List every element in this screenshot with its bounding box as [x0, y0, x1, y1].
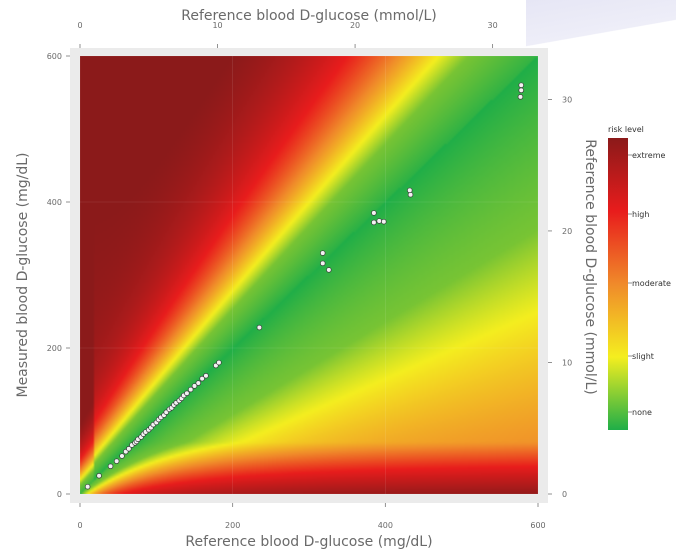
- y-tick-label: 600: [47, 52, 62, 61]
- data-point: [184, 390, 190, 397]
- data-point: [187, 386, 194, 393]
- data-point: [326, 267, 332, 273]
- x-tick-label: 400: [378, 521, 393, 530]
- y2-tick-label: 0: [562, 490, 567, 499]
- x-tick-label: 200: [225, 521, 240, 530]
- left-axis-title: Measured blood D-glucose (mg/dL): [15, 152, 31, 397]
- data-point: [517, 94, 524, 100]
- grid-lines: [79, 55, 539, 495]
- top-axis-title: Reference blood D-glucose (mmol/L): [181, 8, 436, 24]
- data-point: [407, 187, 413, 194]
- y-tick-label: 200: [47, 344, 62, 353]
- data-point: [195, 380, 202, 386]
- x2-tick-label: 30: [488, 21, 498, 30]
- data-point: [199, 375, 205, 382]
- legend-label-high: high: [632, 210, 649, 219]
- legend-colorbar: [608, 138, 628, 430]
- data-point: [126, 445, 132, 452]
- bottom-axis-title: Reference blood D-glucose (mg/dL): [185, 534, 432, 550]
- data-point: [96, 473, 102, 479]
- data-point: [216, 359, 222, 366]
- data-point: [107, 463, 114, 470]
- y-tick-label: 400: [47, 198, 62, 207]
- y2-tick-label: 20: [562, 227, 572, 236]
- data-point: [256, 324, 263, 331]
- x2-tick-label: 10: [212, 21, 222, 30]
- legend-label-none: none: [632, 408, 652, 417]
- data-point: [191, 383, 198, 389]
- data-point: [319, 260, 326, 267]
- data-point: [119, 453, 125, 459]
- data-point: [407, 191, 414, 198]
- data-points: [84, 82, 524, 490]
- y2-tick-label: 30: [562, 95, 572, 104]
- data-point: [371, 210, 377, 216]
- y2-tick-label: 10: [562, 358, 572, 367]
- data-point: [203, 372, 209, 379]
- data-point: [319, 250, 326, 256]
- x2-tick-label: 20: [350, 21, 360, 30]
- legend-title: risk level: [608, 125, 644, 134]
- x-tick-label: 600: [530, 521, 545, 530]
- legend-label-extreme: extreme: [632, 151, 665, 160]
- data-point: [376, 218, 382, 224]
- legend-label-slight: slight: [632, 352, 654, 361]
- y-tick-label: 0: [57, 490, 62, 499]
- data-point: [518, 87, 524, 94]
- right-axis-title: Reference blood D-glucose (mmol/L): [582, 139, 598, 394]
- corner-decoration: [526, 0, 676, 50]
- legend: risk level extreme high moderate slight none: [608, 125, 671, 430]
- x-tick-label: 0: [77, 521, 82, 530]
- data-point: [371, 219, 377, 226]
- x2-tick-label: 0: [77, 21, 82, 30]
- data-point: [113, 458, 120, 464]
- axes: 0 200 400 600 0 200 400 600 0 10 20 30 0 10 20 30: [47, 21, 632, 530]
- legend-label-moderate: moderate: [632, 279, 671, 288]
- data-point: [518, 82, 524, 88]
- data-point: [381, 218, 387, 225]
- data-point: [84, 483, 91, 490]
